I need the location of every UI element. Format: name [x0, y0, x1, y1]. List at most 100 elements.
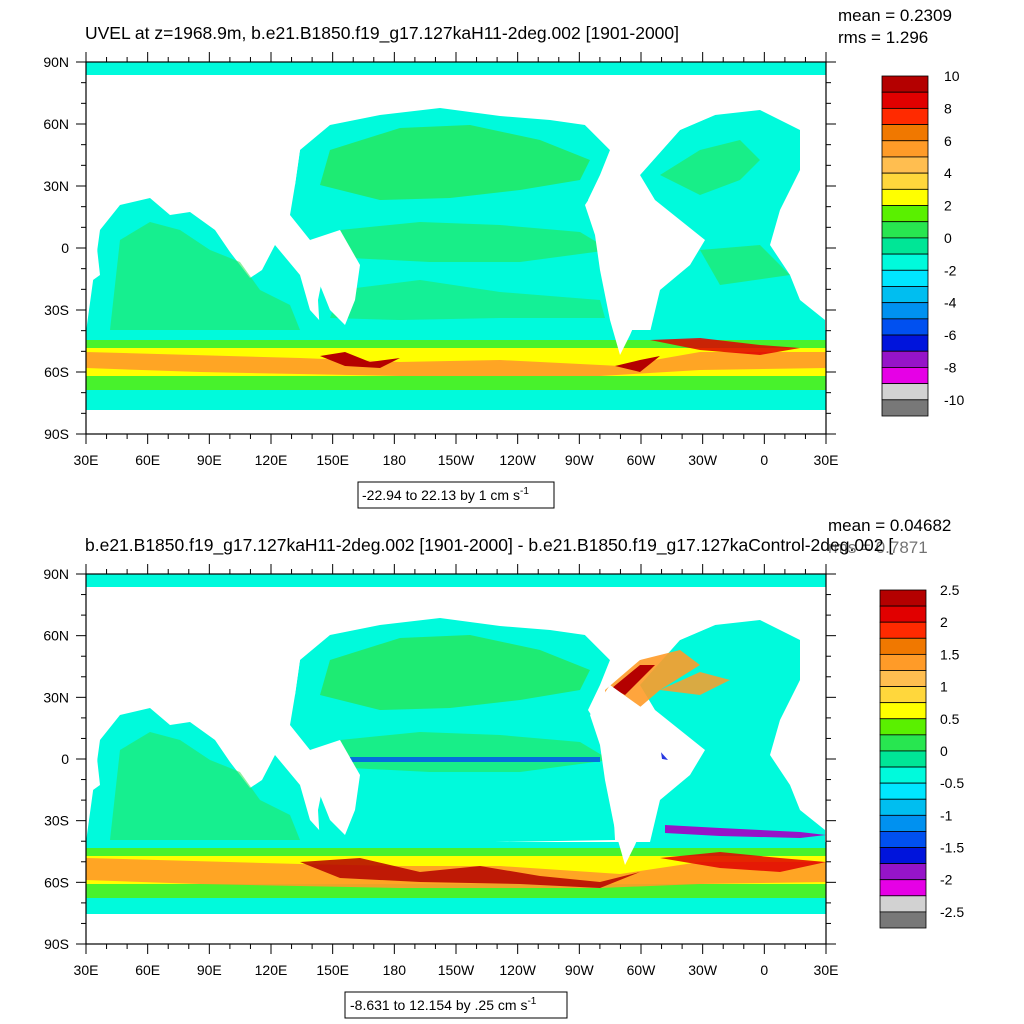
colorbar-segment: [881, 205, 929, 223]
panel-2-rms: rms = 0.7871: [828, 538, 928, 557]
arctic-ocean-2: [86, 574, 826, 587]
colorbar-label: 0: [944, 230, 952, 246]
colorbar-segment: [879, 879, 927, 897]
panel-1-rms: rms = 1.296: [838, 28, 928, 47]
lon-label: 0: [760, 962, 768, 978]
colorbar-label: -4: [944, 295, 957, 311]
colorbar-label: -1: [940, 807, 953, 823]
lon-label: 30E: [74, 452, 99, 468]
colorbar-segment: [881, 302, 929, 320]
colorbar-segment: [881, 318, 929, 336]
land-north-america: [585, 85, 715, 175]
colorbar-segment: [881, 237, 929, 255]
lat-label: 90S: [44, 936, 69, 952]
colorbar-segment: [879, 863, 927, 881]
colorbar-segment: [881, 140, 929, 158]
lon-label: 90W: [565, 962, 595, 978]
land-antarctica-2: [86, 914, 826, 944]
lat-label: 0: [61, 240, 69, 256]
colorbar-segment: [881, 269, 929, 287]
lon-label: 30E: [74, 962, 99, 978]
colorbar-label: -2: [944, 262, 957, 278]
lon-label: 90W: [565, 452, 595, 468]
land-south-america-2: [590, 685, 665, 865]
panel-1-colorbar: 10 8 6 4 2 0 -2 -4 -6 -8 -10: [881, 68, 964, 417]
colorbar-label: -1.5: [940, 840, 964, 856]
panel-1-map: [86, 62, 826, 434]
panel-1-range-text: -22.94 to 22.13 by 1 cm s-1: [362, 486, 529, 503]
colorbar-label: -10: [944, 392, 964, 408]
lat-label: 60N: [43, 116, 69, 132]
colorbar-segment: [879, 589, 927, 607]
panel-2-mean: mean = 0.04682: [828, 516, 951, 535]
colorbar-label: -6: [944, 327, 957, 343]
lon-label: 60E: [135, 962, 160, 978]
colorbar-segment: [881, 124, 929, 142]
colorbar-label: -8: [944, 359, 957, 375]
land-eurasia-2: [86, 590, 320, 710]
panel-2: b.e21.B1850.f19_g17.127kaH11-2deg.002 [1…: [43, 516, 964, 1019]
panel-1-lat-labels: 90N 60N 30N 0 30S 60S 90S: [43, 54, 69, 442]
panel-1-mean: mean = 0.2309: [838, 6, 952, 25]
panel-2-lat-labels: 90N 60N 30N 0 30S 60S 90S: [43, 566, 69, 952]
land-south-america: [585, 175, 660, 355]
colorbar-segment: [879, 847, 927, 865]
colorbar-label: 0: [940, 743, 948, 759]
colorbar-segment: [879, 702, 927, 720]
colorbar-segment: [879, 637, 927, 655]
colorbar-label: -2.5: [940, 904, 964, 920]
colorbar-segment: [881, 188, 929, 206]
colorbar-segment: [879, 782, 927, 800]
colorbar-label: 4: [944, 165, 952, 181]
colorbar-segment: [881, 334, 929, 352]
colorbar-segment: [881, 253, 929, 271]
lat-label: 90N: [43, 566, 69, 582]
colorbar-segment: [879, 621, 927, 639]
lon-label: 30W: [688, 962, 718, 978]
panel-2-title: b.e21.B1850.f19_g17.127kaH11-2deg.002 [1…: [85, 535, 893, 556]
colorbar-segment: [881, 399, 929, 417]
colorbar-segment: [879, 766, 927, 784]
colorbar-label: 10: [944, 68, 960, 84]
colorbar-segment: [879, 895, 927, 913]
colorbar-segment: [879, 911, 927, 929]
land-antarctica: [86, 410, 826, 434]
lat-label: 30S: [44, 302, 69, 318]
colorbar-label: 2: [944, 198, 952, 214]
colorbar-segment: [879, 718, 927, 736]
arctic-ocean: [86, 62, 826, 75]
colorbar-segment: [879, 798, 927, 816]
panel-2-colorbar: 2.5 2 1.5 1 0.5 0 -0.5 -1 -1.5 -2 -2.5: [879, 582, 964, 929]
colorbar-segment: [879, 831, 927, 848]
colorbar-label: 0.5: [940, 711, 960, 727]
colorbar-segment: [879, 686, 927, 704]
lon-label: 180: [383, 962, 407, 978]
lon-label: 90E: [197, 452, 222, 468]
colorbar-segment: [879, 814, 927, 832]
lon-label: 150W: [438, 962, 475, 978]
panel-2-range-box: [344, 991, 568, 1019]
lon-label: 150E: [316, 962, 349, 978]
lon-label: 60E: [135, 452, 160, 468]
panel-2-ticks: [76, 564, 836, 954]
colorbar-label: -2: [940, 872, 953, 888]
panel-2-map: [86, 574, 826, 944]
colorbar-label: 8: [944, 100, 952, 116]
colorbar-label: 1.5: [940, 646, 960, 662]
panel-1-lon-labels: 30E 60E 90E 120E 150E 180 150W 120W 90W 60W 30W 0 30…: [74, 452, 839, 468]
colorbar-segment: [879, 653, 927, 671]
lon-label: 150E: [316, 452, 349, 468]
lat-label: 30N: [43, 689, 69, 705]
land-australia: [310, 230, 360, 325]
colorbar-segment: [879, 670, 927, 687]
panel-1-title: UVEL at z=1968.9m, b.e21.B1850.f19_g17.1…: [85, 23, 679, 44]
colorbar-segment: [881, 172, 929, 190]
lon-label: 30W: [688, 452, 718, 468]
lon-label: 120W: [499, 452, 536, 468]
colorbar-segment: [881, 156, 929, 174]
lat-label: 60S: [44, 364, 69, 380]
lon-label: 60W: [627, 962, 657, 978]
lon-label: 180: [383, 452, 407, 468]
colorbar-segment: [881, 107, 929, 125]
